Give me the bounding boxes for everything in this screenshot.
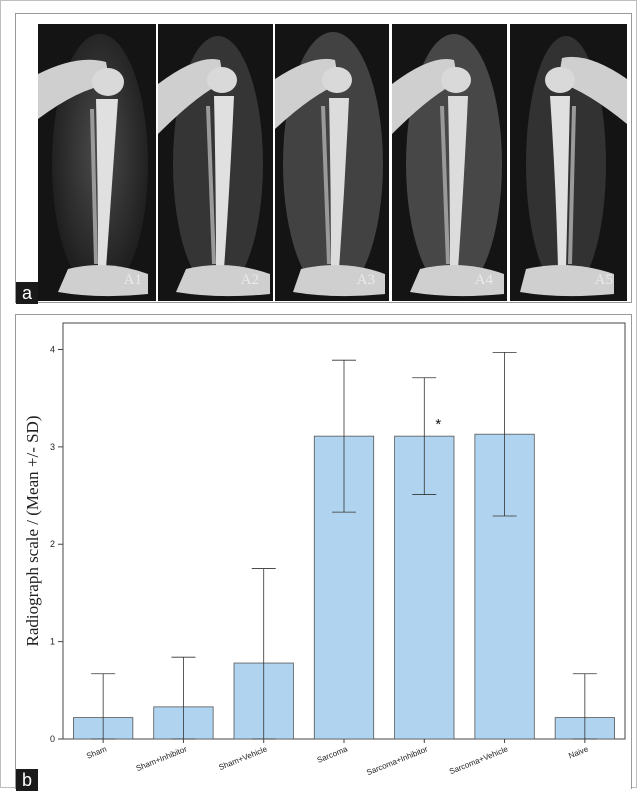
xray-label-a1: A1	[123, 272, 142, 288]
xray-image-a5: A5	[510, 24, 627, 301]
y-tick-label: 4	[50, 344, 55, 354]
y-axis: 0 1 2 3 4	[50, 344, 63, 744]
xray-label-a5: A5	[594, 272, 613, 288]
xray-label-a4: A4	[474, 272, 493, 288]
x-tick-label: Sham	[85, 744, 108, 760]
xray-image-a3: A3	[275, 24, 389, 301]
y-tick-label: 2	[50, 539, 55, 549]
tibia-xray-graphic	[392, 24, 507, 301]
tibia-xray-graphic	[275, 24, 389, 301]
xray-image-a2: A2	[158, 24, 273, 301]
tibia-xray-graphic	[38, 24, 156, 301]
x-axis-labels: Sham Sham+Inhibitor Sham+Vehicle Sarcoma Sar…	[85, 739, 590, 777]
xray-image-a1: A1	[38, 24, 156, 301]
y-axis-label: Radiograph scale / (Mean +/- SD)	[23, 416, 42, 647]
y-tick-label: 3	[50, 442, 55, 452]
bar-chart: 0 1 2 3 4 Sham Sham+Inhibitor Sham+Vehicle Sarc…	[23, 322, 626, 777]
x-tick-label: Sarcoma+Inhibitor	[365, 744, 429, 777]
x-tick-label: Sarcoma+Vehicle	[448, 744, 510, 776]
tibia-xray-graphic	[158, 24, 273, 301]
chart-panel: 0 1 2 3 4 Sham Sham+Inhibitor Sham+Vehicle Sarc…	[15, 314, 632, 791]
annotations: *	[435, 416, 441, 433]
y-tick-label: 0	[50, 734, 55, 744]
x-tick-label: Naive	[567, 744, 590, 760]
xray-image-a4: A4	[392, 24, 507, 301]
x-tick-label: Sham+Vehicle	[217, 744, 269, 772]
error-bars	[91, 351, 597, 740]
xray-panel: A1 A2 A3	[15, 13, 632, 304]
xray-label-a2: A2	[240, 272, 259, 288]
tibia-xray-graphic	[510, 24, 627, 301]
x-tick-label: Sham+Inhibitor	[135, 744, 189, 773]
x-tick-label: Sarcoma	[316, 744, 350, 765]
panel-letter-a: a	[16, 282, 38, 304]
significance-asterisk: *	[435, 416, 441, 433]
panel-letter-b: b	[16, 769, 38, 791]
y-tick-label: 1	[50, 637, 55, 647]
xray-label-a3: A3	[356, 272, 375, 288]
